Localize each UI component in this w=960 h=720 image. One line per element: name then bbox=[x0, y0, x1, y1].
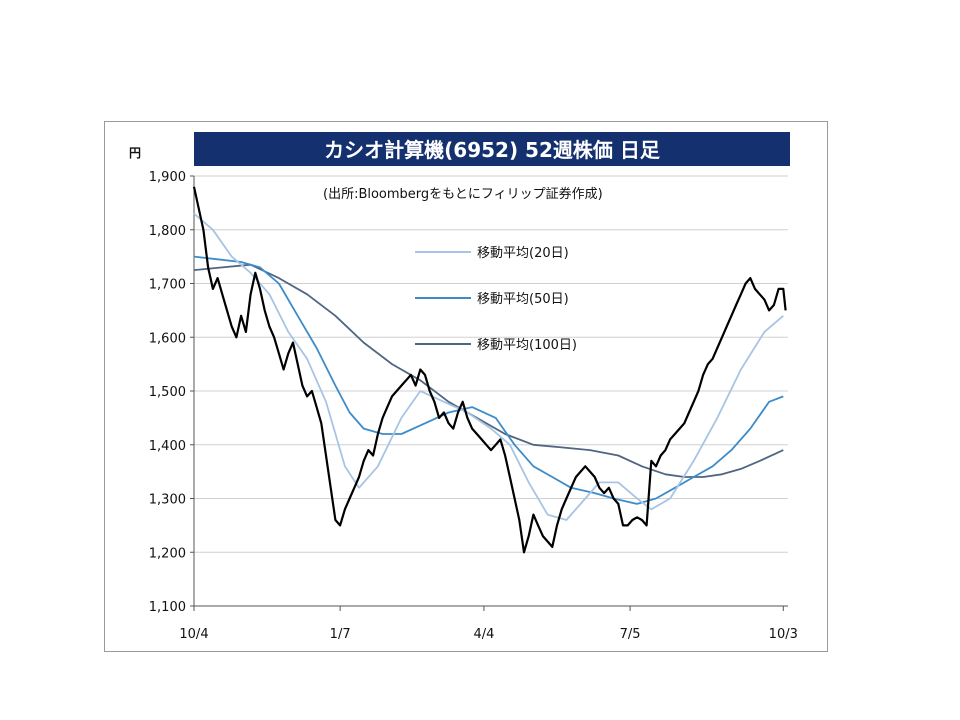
legend-label-ma20: 移動平均(20日) bbox=[477, 246, 569, 261]
y-tick-label: 1,100 bbox=[149, 600, 186, 615]
legend-label-ma50: 移動平均(50日) bbox=[477, 292, 569, 307]
chart-source-note: (出所:Bloombergをもとにフィリップ証券作成) bbox=[323, 186, 603, 202]
y-tick-label: 1,900 bbox=[149, 170, 186, 185]
y-tick-label: 1,300 bbox=[149, 493, 186, 508]
series-line-ma20 bbox=[193, 212, 784, 521]
title-banner bbox=[194, 132, 790, 166]
y-tick-label: 1,700 bbox=[149, 278, 186, 293]
y-tick-label: 1,600 bbox=[149, 331, 186, 346]
price-line bbox=[192, 186, 787, 554]
x-tick-label: 7/5 bbox=[620, 627, 641, 642]
legend: 移動平均(20日) 移動平均(50日) 移動平均(100日) bbox=[415, 246, 577, 353]
legend-label-ma100: 移動平均(100日) bbox=[477, 338, 577, 353]
x-tick-label: 1/7 bbox=[330, 627, 351, 642]
x-tick-labels: 10/4 1/7 4/4 7/5 10/3 bbox=[179, 606, 798, 642]
x-tick-label: 4/4 bbox=[473, 627, 494, 642]
x-tick-label: 10/4 bbox=[179, 627, 208, 642]
chart-title: カシオ計算機(6952) 52週株価 日足 bbox=[324, 138, 661, 162]
y-axis-unit: 円 bbox=[129, 146, 141, 160]
y-tick-label: 1,400 bbox=[149, 439, 186, 454]
chart-frame: 1,900 1,800 1,700 1,600 1,500 1,400 1,300 1,200… bbox=[104, 121, 828, 652]
stock-price-chart: 1,900 1,800 1,700 1,600 1,500 1,400 1,300 1,200… bbox=[129, 132, 798, 642]
series-line-ma100 bbox=[193, 263, 784, 478]
y-tick-label: 1,500 bbox=[149, 385, 186, 400]
x-tick-label: 10/3 bbox=[769, 627, 798, 642]
y-tick-label: 1,800 bbox=[149, 224, 186, 239]
series-lines bbox=[192, 186, 787, 554]
y-tick-label: 1,200 bbox=[149, 546, 186, 561]
series-line-ma50 bbox=[193, 255, 784, 505]
y-tick-labels: 1,900 1,800 1,700 1,600 1,500 1,400 1,300 1,200… bbox=[149, 170, 194, 615]
